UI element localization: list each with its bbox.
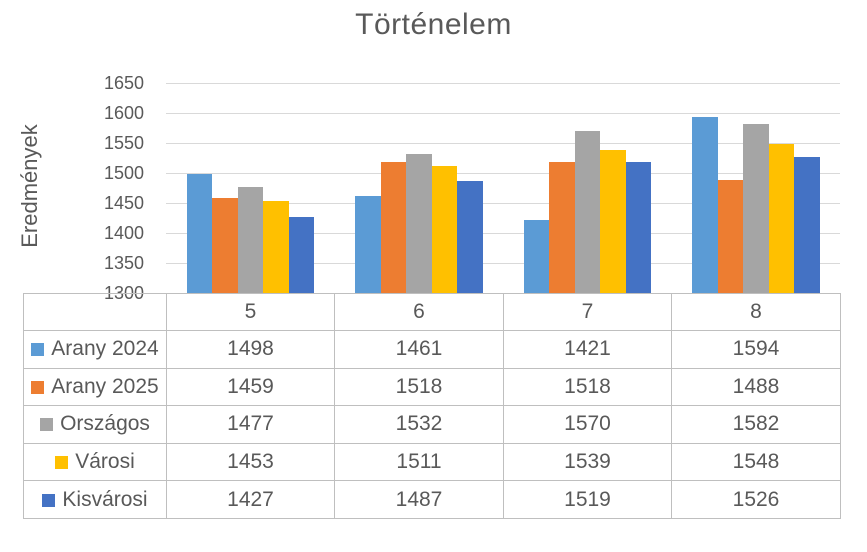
bar-országos-cat-7 (574, 131, 600, 293)
value-cell: 1518 (334, 367, 504, 407)
legend-cell: Arany 2025 (23, 367, 167, 407)
legend-label: Kisvárosi (62, 487, 148, 511)
value-cell: 1421 (503, 330, 672, 369)
value-cell: 1532 (334, 405, 504, 444)
gridline (166, 172, 840, 174)
bar-arany-2025-cat-7 (549, 162, 575, 293)
y-tick-label: 1500 (103, 163, 144, 183)
legend-key-icon (31, 380, 45, 394)
y-tick-label: 1450 (103, 193, 144, 213)
bar-városi-cat-7 (600, 149, 626, 293)
bar-országos-cat-6 (406, 153, 432, 293)
table-corner-cell (23, 293, 167, 331)
y-tick-label: 1550 (103, 133, 144, 153)
plot-area (166, 82, 840, 294)
y-tick-label: 1350 (103, 253, 144, 273)
bar-arany-2024-cat-7 (523, 220, 549, 293)
value-cell: 1548 (671, 442, 841, 482)
value-cell: 1582 (671, 405, 841, 444)
bar-országos-cat-5 (237, 186, 263, 293)
y-tick-label: 1600 (103, 103, 144, 123)
value-cell: 1459 (166, 367, 335, 407)
value-cell: 1570 (503, 405, 672, 444)
legend-key-icon (42, 493, 56, 507)
value-cell: 1498 (166, 330, 335, 369)
bar-városi-cat-5 (263, 201, 289, 293)
legend-label: Arany 2025 (51, 374, 159, 398)
value-cell: 1477 (166, 405, 335, 444)
legend-key-icon (55, 456, 69, 470)
bar-arany-2024-cat-5 (186, 174, 212, 293)
value-cell: 1461 (334, 330, 504, 369)
bar-kisvárosi-cat-8 (794, 157, 820, 293)
value-cell: 1487 (334, 480, 504, 519)
table-row: Országos 1477 1532 1570 1582 (23, 405, 841, 444)
value-cell: 1518 (503, 367, 672, 407)
value-cell: 1488 (671, 367, 841, 407)
value-cell: 1511 (334, 442, 504, 482)
gridline (166, 262, 840, 264)
bar-kisvárosi-cat-6 (457, 180, 483, 293)
gridline (166, 202, 840, 204)
category-header-6: 6 (334, 293, 504, 331)
bar-arany-2025-cat-8 (717, 180, 743, 293)
table-row: Városi 1453 1511 1539 1548 (23, 442, 841, 482)
value-cell: 1453 (166, 442, 335, 482)
value-cell: 1526 (671, 480, 841, 519)
value-cell: 1594 (671, 330, 841, 369)
bar-városi-cat-6 (431, 166, 457, 293)
data-table: 5 6 7 8 Arany 2024 1498 1461 1421 1594 Arany 2025… (23, 293, 841, 519)
y-tick-label: 1650 (103, 73, 144, 93)
gridline (166, 232, 840, 234)
legend-label: Arany 2024 (51, 337, 159, 361)
legend-key-icon (40, 418, 54, 432)
y-axis-ticks: 1650 1600 1550 1500 1450 1400 1350 1300 (0, 0, 160, 310)
value-cell: 1539 (503, 442, 672, 482)
chart-title: Történelem (355, 8, 512, 41)
bar-arany-2024-cat-8 (692, 116, 718, 293)
gridline (166, 112, 840, 114)
table-row: Arany 2024 1498 1461 1421 1594 (23, 330, 841, 369)
legend-cell: Arany 2024 (23, 330, 167, 369)
bar-arany-2025-cat-5 (212, 197, 238, 293)
value-cell: 1519 (503, 480, 672, 519)
bar-arany-2024-cat-6 (355, 196, 381, 293)
bar-kisvárosi-cat-7 (625, 161, 651, 293)
value-cell: 1427 (166, 480, 335, 519)
bar-arany-2025-cat-6 (380, 162, 406, 293)
y-tick-label: 1400 (103, 223, 144, 243)
legend-label: Városi (75, 450, 135, 474)
legend-cell: Városi (23, 442, 167, 482)
table-row: Kisvárosi 1427 1487 1519 1526 (23, 480, 841, 519)
bar-városi-cat-8 (768, 144, 794, 293)
legend-label: Országos (60, 412, 150, 436)
table-row: Arany 2025 1459 1518 1518 1488 (23, 367, 841, 407)
category-header-7: 7 (503, 293, 672, 331)
category-header-5: 5 (166, 293, 335, 331)
category-header-8: 8 (671, 293, 841, 331)
bar-országos-cat-8 (743, 123, 769, 293)
gridline (166, 142, 840, 144)
legend-cell: Kisvárosi (23, 480, 167, 519)
legend-cell: Országos (23, 405, 167, 444)
legend-key-icon (31, 343, 45, 357)
bar-kisvárosi-cat-5 (288, 216, 314, 293)
gridline (166, 82, 840, 84)
